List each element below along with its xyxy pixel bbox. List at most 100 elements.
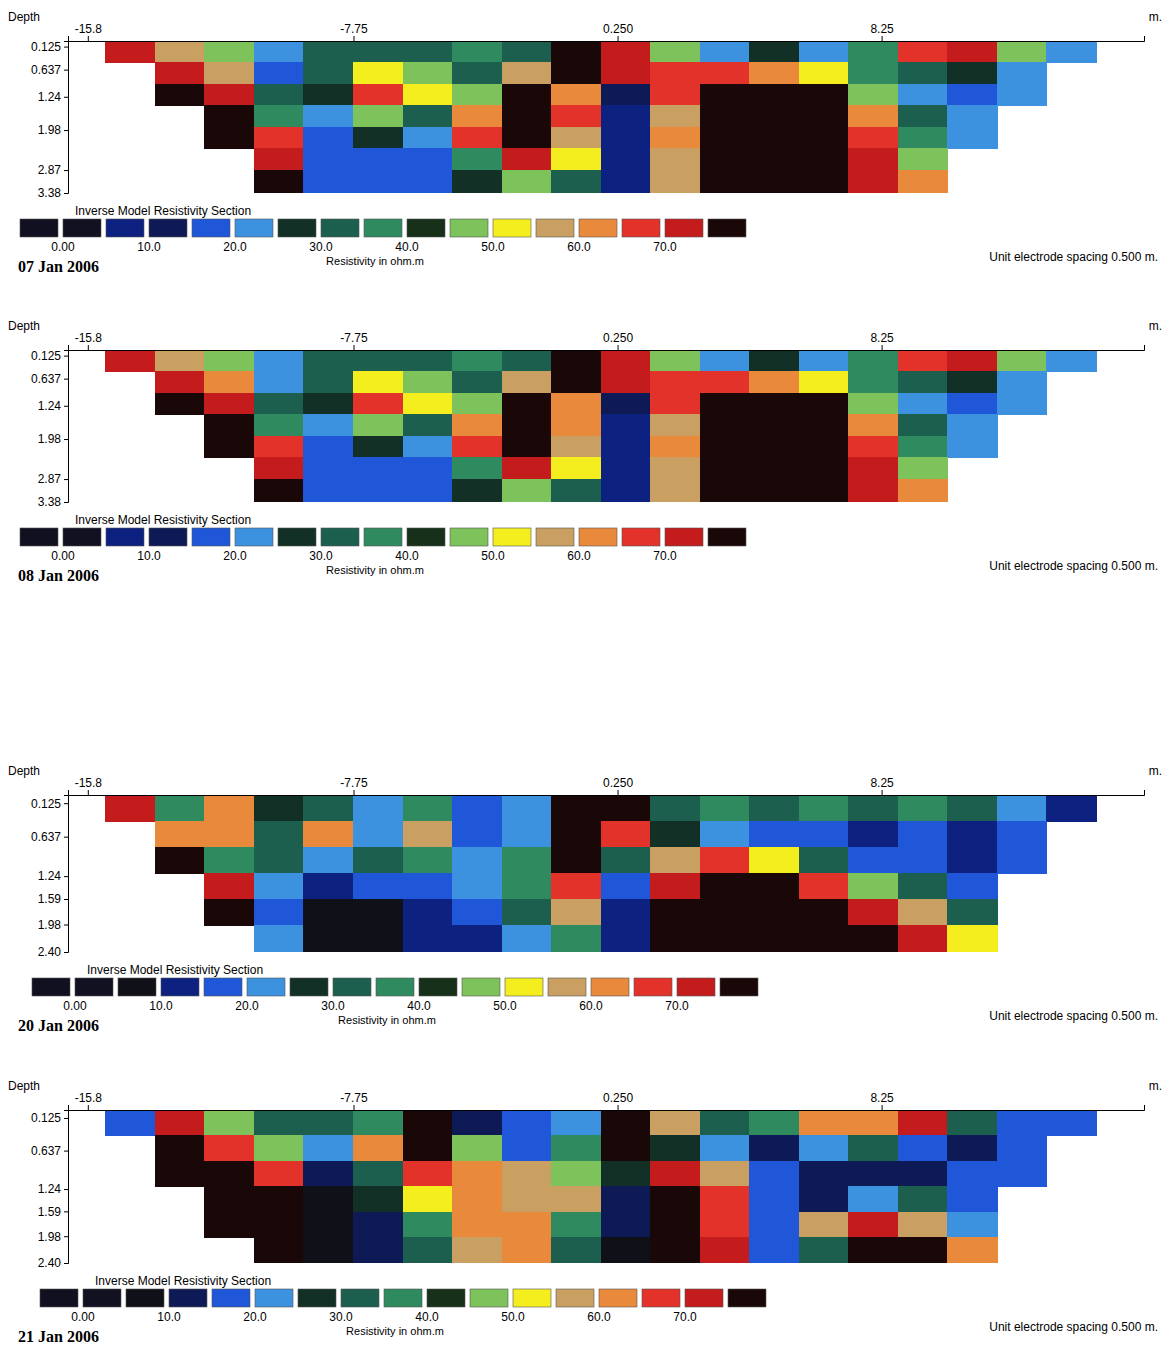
colorbar-swatch (247, 978, 285, 996)
colorbar-swatch (493, 528, 531, 546)
cell (898, 795, 948, 822)
x-tick-label: -15.8 (75, 1091, 103, 1105)
cell (601, 1237, 651, 1263)
colorbar-swatch (290, 978, 328, 996)
y-tick-mark (64, 479, 68, 480)
cell (898, 62, 948, 85)
cell (700, 436, 750, 458)
cell (848, 436, 899, 458)
cell (303, 170, 354, 193)
cell (403, 371, 453, 394)
cell (254, 847, 304, 874)
colorbar-swatch (591, 978, 629, 996)
x-tick: 0.250 (603, 1091, 633, 1110)
cell (204, 62, 255, 85)
cell (353, 148, 404, 171)
colorbar-swatch (450, 219, 488, 237)
cell (254, 821, 304, 848)
cell (601, 1161, 651, 1187)
colorbar-swatch (333, 978, 371, 996)
cell (551, 1110, 602, 1136)
cell (650, 1110, 701, 1136)
colorbar-swatch (20, 528, 58, 546)
cell (502, 127, 552, 149)
cell (155, 1110, 205, 1136)
plot-area (105, 350, 1097, 502)
cell (650, 41, 701, 63)
cell (403, 350, 453, 372)
colorbar-tick-label: 50.0 (481, 549, 505, 563)
cell (601, 62, 651, 85)
date: 07 Jan 2006 (18, 258, 99, 275)
colorbar-swatch (376, 978, 414, 996)
y-tick-label: 1.59 (38, 1205, 62, 1219)
colorbar-swatch (536, 528, 574, 546)
colorbar-tick-label: 10.0 (157, 1310, 181, 1324)
cell (303, 41, 354, 63)
colorbar-tick-label: 70.0 (673, 1310, 697, 1324)
y-tick-label: 0.637 (31, 830, 61, 844)
cell (601, 148, 651, 171)
y-axis-title: Depth (8, 319, 40, 333)
cell (749, 899, 800, 926)
cell (947, 414, 998, 437)
colorbar-swatch (556, 1289, 594, 1307)
colorbar-swatch (599, 1289, 637, 1307)
colorbar-swatch (548, 978, 586, 996)
cell (700, 350, 750, 372)
cell (700, 105, 750, 128)
cell (551, 62, 602, 85)
cell (947, 436, 998, 458)
y-tick-label: 3.38 (38, 186, 62, 200)
cell (1046, 350, 1097, 372)
colorbar-swatch (192, 219, 230, 237)
cell (650, 148, 701, 171)
cell (848, 899, 899, 926)
cell (452, 795, 503, 822)
panel: -15.8-7.750.2508.250.1250.6371.241.591.9… (8, 764, 1162, 1034)
cell (353, 821, 404, 848)
colorbar-tick-label: 10.0 (137, 549, 161, 563)
cell (749, 1237, 800, 1263)
cell (502, 821, 552, 848)
x-tick-label: -7.75 (340, 22, 368, 36)
cell (898, 1110, 948, 1136)
x-tick-label: -15.8 (75, 776, 103, 790)
y-tick-label: 1.98 (38, 1230, 62, 1244)
cell (799, 350, 849, 372)
cell (650, 1161, 701, 1187)
colorbar-title: Inverse Model Resistivity Section (95, 1274, 271, 1288)
y-tick-mark (64, 876, 68, 877)
cell (749, 1110, 800, 1136)
cell (204, 1110, 255, 1136)
cell (353, 847, 404, 874)
cell (848, 393, 899, 415)
y-tick-label: 3.38 (38, 495, 62, 509)
x-tick: -15.8 (75, 22, 103, 41)
x-tick-mark (882, 36, 883, 41)
cell (254, 62, 304, 85)
cell (502, 795, 552, 822)
x-tick-label: -15.8 (75, 331, 103, 345)
y-tick-mark (64, 1118, 68, 1119)
y-tick-label: 0.125 (31, 797, 61, 811)
colorbar-tick-label: 70.0 (665, 999, 689, 1013)
cell (898, 847, 948, 874)
cell (353, 1161, 404, 1187)
y-tick: 1.24 (38, 399, 68, 413)
x-tick-mark (618, 790, 619, 795)
cell (700, 847, 750, 874)
cell (601, 127, 651, 149)
cell (502, 847, 552, 874)
cell (204, 1186, 255, 1212)
cell (303, 1110, 354, 1136)
cell (254, 873, 304, 900)
cell (204, 436, 255, 458)
x-tick-mark (618, 1105, 619, 1110)
colorbar-swatch (708, 219, 746, 237)
cell (601, 479, 651, 502)
cell (403, 148, 453, 171)
cell (254, 84, 304, 106)
y-tick-mark (64, 1236, 68, 1237)
y-tick-label: 0.637 (31, 372, 61, 386)
